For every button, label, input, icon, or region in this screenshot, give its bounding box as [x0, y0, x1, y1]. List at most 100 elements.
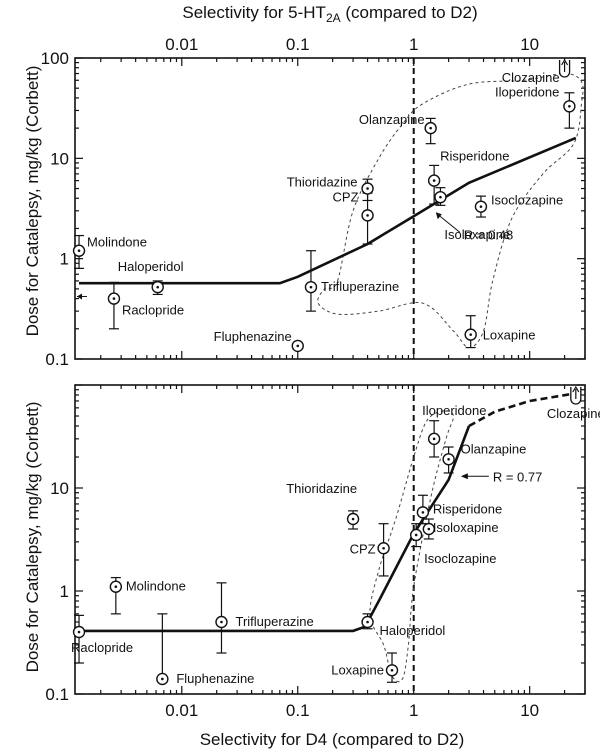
bottom-label-thioridazine: Thioridazine	[286, 481, 357, 496]
top-point-iloperidone: Iloperidone	[495, 84, 576, 129]
top-marker-dot-fluphenazine	[296, 344, 300, 348]
top-x-tick-label: 0.01	[165, 35, 198, 54]
bottom-marker-dot-trifluperazine	[220, 620, 223, 624]
top-marker-dot-olanzapine	[429, 126, 432, 130]
top-x-axis-title-pre: Selectivity for 5-HT	[182, 3, 326, 22]
bottom-panel: Selectivity for D4 (compared to D2) Dose…	[23, 384, 600, 749]
top-label-haloperidol: Haloperidol	[118, 259, 184, 274]
top-label-iloperidone: Iloperidone	[495, 84, 559, 99]
bottom-fit-line	[79, 425, 471, 633]
top-point-isoclozapine: Isoclozapine	[474, 193, 563, 218]
bottom-plot-frame	[74, 384, 586, 695]
top-label-isoloxapine: Isoloxapine	[444, 227, 510, 242]
top-label-trifluperazine: Trifluperazine	[321, 279, 399, 294]
bottom-cluster-outline	[369, 410, 454, 683]
top-point-thioridazine: Thioridazine	[287, 175, 374, 202]
top-marker-dot-isoclozapine	[479, 205, 483, 208]
top-label-thioridazine: Thioridazine	[287, 175, 358, 190]
top-point-haloperidol: Haloperidol	[118, 259, 184, 296]
bottom-point-isoloxapine: Isoloxapine	[422, 518, 499, 540]
top-offaxis-arrowhead	[77, 293, 82, 300]
top-label-clozapine: Clozapine	[502, 70, 560, 85]
bottom-fit-line-extension	[468, 391, 582, 428]
bottom-marker-dot-fluphenazine	[161, 677, 164, 681]
top-y-tick-label: 100	[41, 49, 69, 68]
bottom-label-cpz: CPZ	[350, 541, 376, 556]
top-point-loxapine: Loxapine	[464, 315, 536, 349]
bottom-label-raclopride: Raclopride	[71, 640, 133, 655]
bottom-y-tick-label: 10	[50, 479, 69, 498]
top-y-axis-title: Dose for Catalepsy, mg/kg (Corbett)	[23, 66, 42, 337]
top-marker-dot-raclopride	[112, 297, 116, 300]
bottom-point-thioridazine: Thioridazine	[286, 481, 360, 530]
bottom-label-loxapine: Loxapine	[331, 662, 384, 677]
top-plot-frame	[74, 57, 586, 360]
bottom-label-clozapine: Clozapine	[547, 406, 600, 421]
bottom-point-cpz: CPZ	[350, 523, 390, 577]
bottom-x-axis-title: Selectivity for D4 (compared to D2)	[200, 730, 465, 749]
top-y-tick-label: 10	[50, 149, 69, 168]
bottom-point-haloperidol: Haloperidol	[361, 613, 446, 638]
bottom-label-isoloxapine: Isoloxapine	[433, 520, 499, 535]
top-label-fluphenazine: Fluphenazine	[214, 329, 292, 344]
top-point-isoloxapine: Isoloxapine	[434, 187, 510, 242]
top-point-olanzapine: Olanzapine	[359, 112, 437, 145]
bottom-label-isoclozapine: Isoclozapine	[424, 551, 496, 566]
top-marker-dot-isoloxapine	[439, 195, 442, 199]
top-y-tick-label: 1	[60, 250, 69, 269]
top-label-risperidone: Risperidone	[440, 149, 509, 164]
top-marker-dot-trifluperazine	[309, 285, 313, 289]
top-point-clozapine: Clozapine	[502, 58, 571, 85]
top-point-molindone: Molindone	[72, 235, 147, 269]
top-marker-dot-cpz	[366, 214, 369, 217]
top-marker-dot-molindone	[77, 249, 81, 253]
top-x-tick-label: 10	[520, 35, 539, 54]
bottom-label-olanzapine: Olanzapine	[461, 441, 527, 456]
bottom-y-tick-label: 1	[60, 582, 69, 601]
bottom-point-trifluperazine: Trifluperazine	[215, 582, 314, 654]
bottom-x-tick-label: 10	[520, 701, 539, 720]
bottom-label-haloperidol: Haloperidol	[380, 623, 446, 638]
top-marker-dot-loxapine	[469, 333, 472, 336]
top-x-tick-label: 1	[409, 35, 418, 54]
top-label-isoclozapine: Isoclozapine	[491, 193, 563, 208]
top-marker-dot-risperidone	[432, 179, 436, 182]
bottom-label-iloperidone: Iloperidone	[422, 403, 486, 418]
top-label-olanzapine: Olanzapine	[359, 112, 425, 127]
bottom-marker-dot-iloperidone	[432, 437, 436, 441]
bottom-point-fluphenazine: Fluphenazine	[156, 613, 254, 686]
bottom-point-loxapine: Loxapine	[331, 652, 399, 683]
top-label-loxapine: Loxapine	[483, 328, 536, 343]
top-point-risperidone: Risperidone	[427, 149, 510, 205]
top-point-trifluperazine: Trifluperazine	[304, 250, 399, 312]
bottom-plot-area: 0.01 0.1 1 10 0.1 1 10 R = 0.77 Raclopride Molind…	[45, 384, 600, 720]
bottom-x-tick-label: 0.1	[286, 701, 310, 720]
top-x-axis-title-sub: 2A	[326, 11, 341, 25]
top-cluster-outline	[317, 72, 584, 349]
bottom-marker-dot-loxapine	[390, 668, 394, 672]
top-panel: Selectivity for 5-HT2A (compared to D2) …	[23, 3, 586, 369]
bottom-marker-dot-cpz	[382, 546, 385, 550]
top-label-raclopride: Raclopride	[122, 303, 184, 318]
bottom-marker-dot-haloperidol	[366, 620, 369, 624]
top-point-raclopride: Raclopride	[107, 281, 184, 330]
top-marker-dot-thioridazine	[366, 187, 369, 190]
bottom-x-tick-label: 1	[409, 701, 418, 720]
bottom-point-olanzapine: Olanzapine	[442, 441, 527, 474]
bottom-marker-dot-raclopride	[77, 630, 81, 634]
bottom-marker-dot-thioridazine	[351, 517, 355, 521]
top-x-axis-title: Selectivity for 5-HT2A (compared to D2)	[182, 3, 477, 25]
bottom-marker-dot-isoclozapine	[414, 533, 418, 537]
top-marker-dot-haloperidol	[156, 285, 160, 289]
top-y-tick-label: 0.1	[45, 350, 69, 369]
bottom-label-molindone: Molindone	[126, 579, 186, 594]
bottom-point-molindone: Molindone	[109, 576, 186, 615]
top-x-tick-label: 0.1	[286, 35, 310, 54]
bottom-marker-dot-olanzapine	[447, 457, 450, 461]
top-fit-label-arrowhead	[435, 212, 442, 220]
bottom-point-raclopride: Raclopride	[71, 614, 133, 664]
top-label-molindone: Molindone	[87, 235, 147, 250]
bottom-offscale-arrowhead-clozapine	[572, 385, 580, 393]
top-point-fluphenazine: Fluphenazine	[214, 329, 304, 353]
bottom-marker-dot-isoloxapine	[427, 527, 431, 531]
